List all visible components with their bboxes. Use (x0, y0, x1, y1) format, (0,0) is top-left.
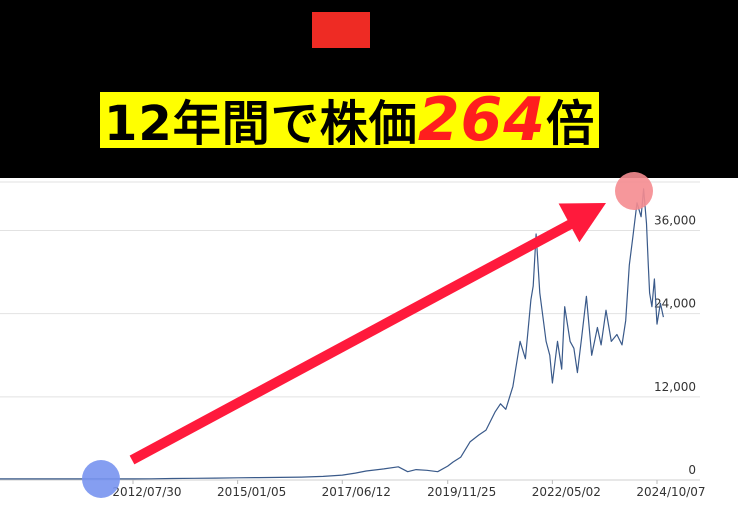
y-tick-label: 24,000 (654, 297, 696, 311)
headline: 12年間で株価264倍 (100, 90, 600, 152)
headline-suffix: 倍 (546, 96, 596, 152)
growth-arrow-shaft (129, 213, 585, 465)
y-tick-label: 12,000 (654, 380, 696, 394)
red-badge (312, 12, 370, 48)
grid-lines (0, 181, 700, 481)
y-axis: 0 12,000 24,000 36,000 (654, 214, 696, 477)
growth-arrow-head (558, 203, 606, 243)
headline-number: 264 (417, 85, 547, 155)
x-tick-label: 2012/07/30 (112, 485, 181, 499)
x-tick-label: 2024/10/07 (636, 485, 705, 499)
price-line (0, 188, 664, 480)
x-tick-label: 2022/05/02 (532, 485, 601, 499)
end-marker (615, 172, 653, 210)
y-tick-label: 36,000 (654, 214, 696, 228)
start-marker (82, 460, 120, 498)
y-tick-label: 0 (688, 463, 696, 477)
x-tick-label: 2019/11/25 (427, 485, 496, 499)
annotations (82, 172, 653, 498)
x-tick-label: 2015/01/05 (217, 485, 286, 499)
headline-prefix: 12年間で株価 (104, 96, 418, 152)
x-tick-label: 2017/06/12 (322, 485, 391, 499)
price-series (0, 188, 664, 480)
